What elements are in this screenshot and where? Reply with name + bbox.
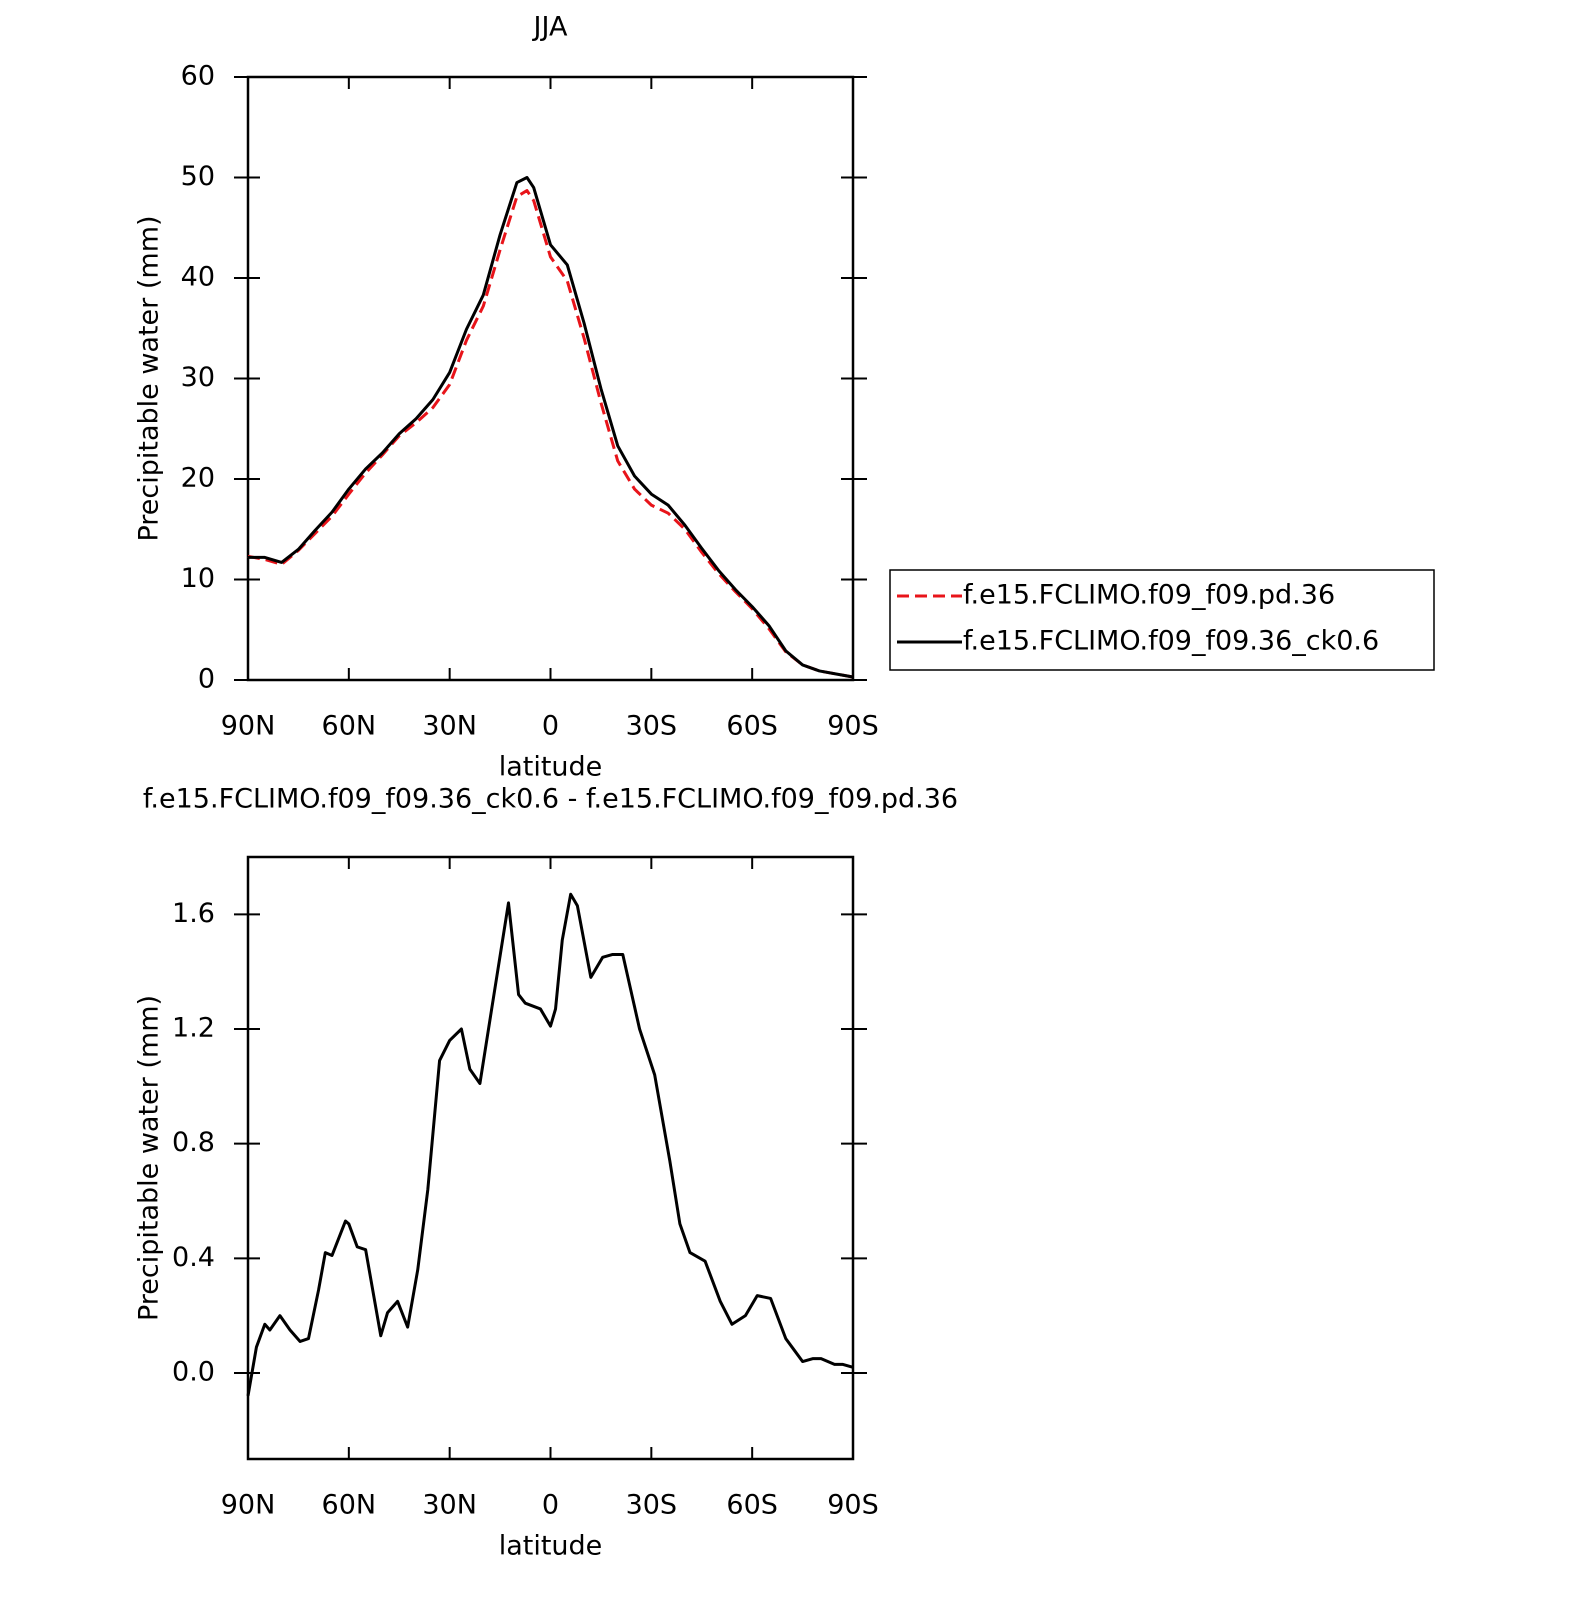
y-tick-label: 60 — [181, 61, 215, 92]
x-tick-label: 90S — [827, 711, 879, 742]
data-line — [247, 189, 854, 679]
x-tick-label: 90N — [221, 711, 276, 742]
y-tick-label: 1.2 — [172, 1013, 215, 1044]
x-tick-label: 60N — [322, 711, 377, 742]
y-tick-label: 50 — [181, 161, 215, 192]
y-tick-label: 40 — [181, 262, 215, 293]
data-line — [248, 176, 854, 679]
x-tick-label: 0 — [542, 711, 559, 742]
y-tick-label: 0.0 — [172, 1357, 215, 1388]
x-tick-label: 30S — [626, 711, 678, 742]
x-tick-label: 90S — [827, 1490, 879, 1521]
x-axis-label: latitude — [499, 1531, 603, 1562]
x-tick-label: 90N — [221, 1490, 276, 1521]
chart-title: JJA — [532, 12, 568, 43]
x-tick-label: 30N — [422, 1490, 477, 1521]
x-tick-label: 60S — [726, 1490, 778, 1521]
plot-frame — [246, 855, 855, 1461]
legend-box — [889, 569, 1435, 671]
y-tick-label: 0.8 — [172, 1127, 215, 1158]
legend-label: f.e15.FCLIMO.f09_f09.36_ck0.6 — [963, 626, 1379, 657]
x-tick-label: 60N — [322, 1490, 377, 1521]
y-tick-label: 0 — [198, 664, 215, 695]
y-tick-label: 10 — [181, 563, 215, 594]
plot-frame — [246, 75, 855, 682]
x-tick-label: 30N — [422, 711, 477, 742]
legend-label: f.e15.FCLIMO.f09_f09.pd.36 — [963, 580, 1335, 611]
y-tick-label: 0.4 — [172, 1242, 215, 1273]
chart-title: f.e15.FCLIMO.f09_f09.36_ck0.6 - f.e15.FC… — [143, 784, 958, 815]
y-tick-label: 20 — [181, 463, 215, 494]
x-tick-label: 0 — [542, 1490, 559, 1521]
x-tick-label: 60S — [726, 711, 778, 742]
y-tick-label: 1.6 — [172, 898, 215, 929]
y-axis-label: Precipitable water (mm) — [134, 995, 165, 1321]
y-tick-label: 30 — [181, 362, 215, 393]
data-line — [246, 892, 854, 1397]
y-axis-label: Precipitable water (mm) — [134, 215, 165, 541]
x-tick-label: 30S — [626, 1490, 678, 1521]
x-axis-label: latitude — [499, 752, 603, 783]
